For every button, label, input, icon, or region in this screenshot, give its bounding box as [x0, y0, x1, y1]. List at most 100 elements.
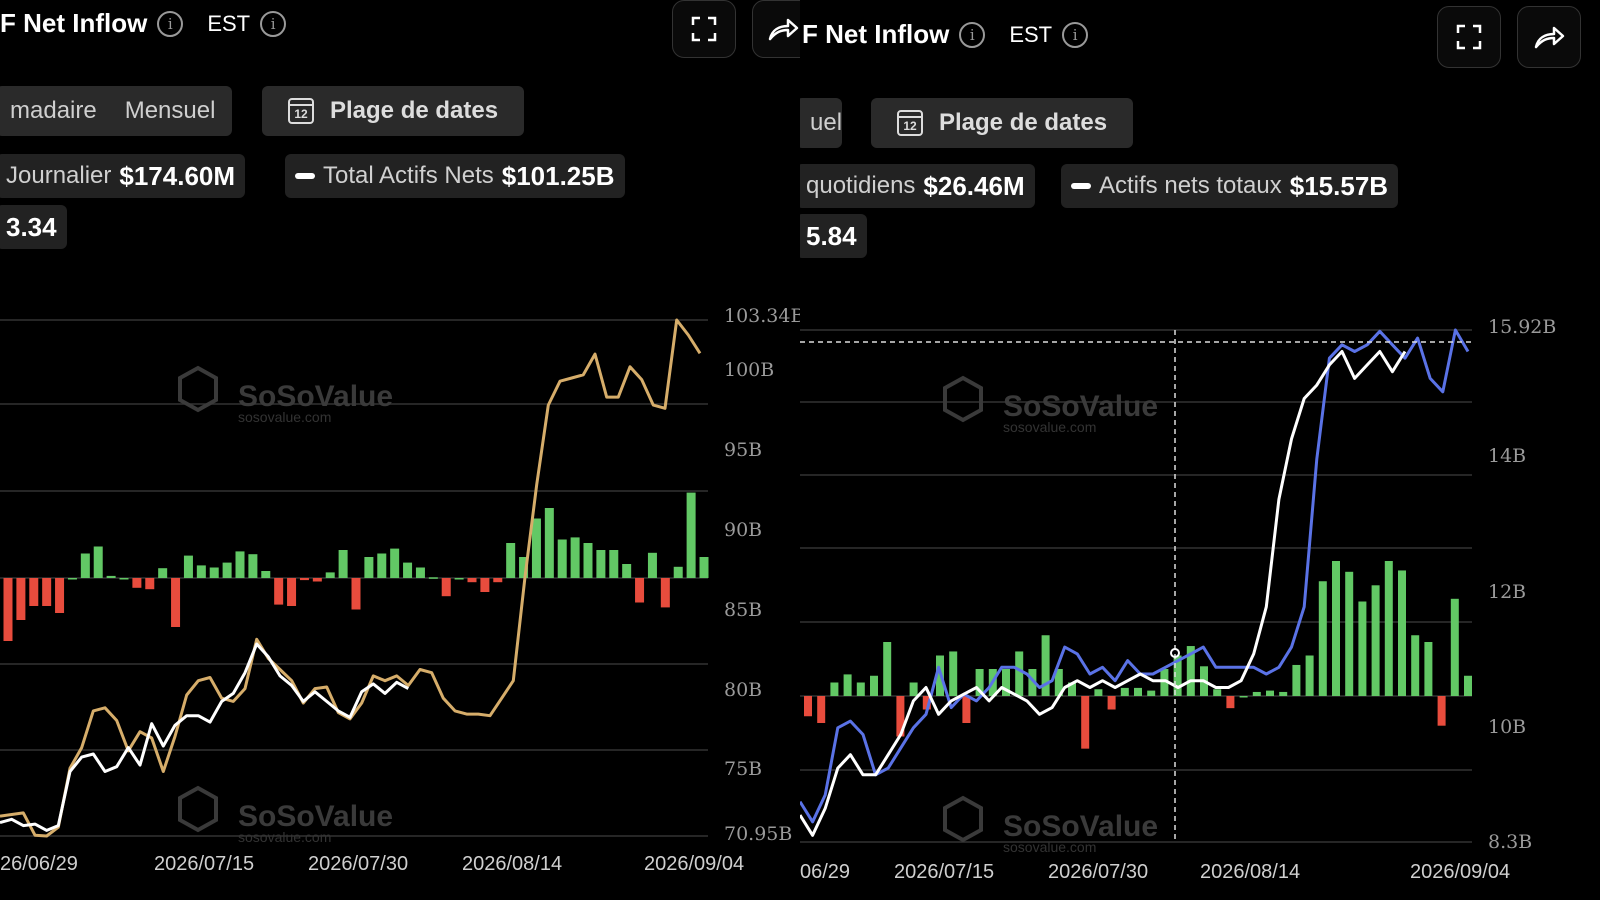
inflow-bar[interactable]	[519, 557, 529, 578]
inflow-bar[interactable]	[428, 577, 438, 579]
inflow-bar[interactable]	[1028, 669, 1037, 696]
outflow-bar[interactable]	[962, 696, 971, 723]
outflow-bar[interactable]	[299, 578, 309, 581]
inflow-bar[interactable]	[119, 578, 129, 580]
date-range-button[interactable]: 12 Plage de dates	[871, 98, 1134, 148]
inflow-bar[interactable]	[158, 568, 168, 578]
outflow-bar[interactable]	[817, 696, 826, 723]
inflow-bar[interactable]	[415, 567, 425, 579]
inflow-bar[interactable]	[1450, 598, 1459, 696]
inflow-bar[interactable]	[830, 682, 839, 697]
inflow-bar[interactable]	[1371, 585, 1380, 696]
inflow-bar[interactable]	[1411, 635, 1420, 696]
inflow-bar[interactable]	[870, 675, 878, 696]
inflow-bar[interactable]	[1147, 690, 1156, 696]
outflow-bar[interactable]	[1226, 696, 1235, 709]
inflow-bar[interactable]	[1332, 561, 1340, 696]
inflow-bar[interactable]	[1384, 561, 1393, 696]
inflow-bar[interactable]	[843, 674, 852, 696]
outflow-bar[interactable]	[287, 578, 297, 606]
outflow-bar[interactable]	[29, 578, 39, 606]
inflow-bar[interactable]	[609, 550, 619, 578]
outflow-bar[interactable]	[16, 578, 26, 620]
inflow-bar[interactable]	[183, 555, 193, 578]
total-assets-line[interactable]	[0, 318, 702, 838]
outflow-bar[interactable]	[922, 696, 931, 710]
inflow-bar[interactable]	[1041, 635, 1050, 696]
legend-daily[interactable]: quotidiens $26.46M	[800, 164, 1035, 208]
fullscreen-button[interactable]	[672, 0, 736, 58]
outflow-bar[interactable]	[42, 578, 52, 606]
legend-total-assets[interactable]: Actifs nets totaux $15.57B	[1061, 164, 1399, 208]
inflow-bar[interactable]	[1094, 689, 1103, 696]
inflow-bar[interactable]	[1120, 687, 1129, 696]
inflow-bar[interactable]	[596, 550, 606, 578]
inflow-bar[interactable]	[222, 562, 232, 578]
inflow-bar[interactable]	[699, 557, 709, 578]
inflow-bar[interactable]	[338, 550, 348, 578]
inflow-bar[interactable]	[80, 553, 90, 579]
outflow-bar[interactable]	[480, 578, 490, 592]
inflow-bar[interactable]	[883, 642, 892, 696]
inflow-bar[interactable]	[1054, 669, 1063, 696]
inflow-bar[interactable]	[856, 682, 865, 697]
outflow-bar[interactable]	[1437, 696, 1446, 726]
inflow-bar[interactable]	[1279, 691, 1288, 696]
inflow-bar[interactable]	[67, 578, 77, 580]
inflow-bar[interactable]	[1292, 664, 1301, 696]
inflow-bar[interactable]	[673, 566, 683, 578]
outflow-bar[interactable]	[351, 578, 361, 610]
inflow-bar[interactable]	[93, 546, 103, 579]
inflow-bar[interactable]	[377, 553, 387, 579]
inflow-bar[interactable]	[1464, 675, 1472, 696]
right-timezone[interactable]: EST	[1009, 21, 1053, 47]
inflow-bar[interactable]	[570, 537, 580, 578]
tab-hebdomadaire[interactable]: madaire	[10, 97, 97, 124]
inflow-bar[interactable]	[196, 565, 206, 578]
inflow-bar[interactable]	[325, 572, 335, 578]
inflow-bar[interactable]	[1213, 689, 1222, 696]
outflow-bar[interactable]	[467, 578, 477, 583]
outflow-bar[interactable]	[3, 578, 13, 641]
inflow-bar[interactable]	[1398, 570, 1406, 696]
outflow-bar[interactable]	[896, 696, 905, 737]
price-line[interactable]	[800, 350, 1407, 837]
tab-mensuel[interactable]: Mensuel	[124, 97, 216, 124]
outflow-bar[interactable]	[1107, 696, 1116, 710]
inflow-bar[interactable]	[403, 562, 413, 578]
info-icon[interactable]: i	[1062, 21, 1089, 48]
info-icon[interactable]: i	[959, 21, 986, 48]
outflow-bar[interactable]	[171, 578, 181, 627]
inflow-bar[interactable]	[1160, 669, 1169, 696]
inflow-bar[interactable]	[975, 669, 984, 696]
inflow-bar[interactable]	[1186, 646, 1195, 696]
inflow-bar[interactable]	[454, 578, 464, 580]
inflow-bar[interactable]	[1239, 696, 1248, 698]
date-range-button[interactable]: 12 Plage de dates	[262, 86, 525, 136]
share-button[interactable]	[752, 0, 800, 58]
outflow-bar[interactable]	[1081, 696, 1090, 749]
tab-mensuel[interactable]: uel	[810, 109, 843, 136]
share-button[interactable]	[1517, 6, 1581, 68]
inflow-bar[interactable]	[248, 554, 258, 578]
inflow-bar[interactable]	[1002, 669, 1010, 696]
outflow-bar[interactable]	[660, 578, 670, 608]
inflow-bar[interactable]	[909, 682, 918, 697]
inflow-bar[interactable]	[1424, 642, 1433, 696]
outflow-bar[interactable]	[804, 696, 812, 717]
left-timezone[interactable]: EST	[207, 10, 251, 36]
inflow-bar[interactable]	[544, 508, 554, 578]
inflow-bar[interactable]	[1134, 687, 1142, 696]
outflow-bar[interactable]	[55, 578, 65, 613]
info-icon[interactable]: i	[260, 10, 287, 37]
inflow-bar[interactable]	[209, 567, 219, 579]
inflow-bar[interactable]	[390, 548, 400, 578]
inflow-bar[interactable]	[1068, 682, 1076, 697]
inflow-bar[interactable]	[686, 492, 696, 578]
inflow-bar[interactable]	[949, 651, 958, 696]
total-assets-line[interactable]	[800, 328, 1470, 824]
inflow-bar[interactable]	[506, 543, 516, 578]
price-line[interactable]	[0, 642, 410, 832]
outflow-bar[interactable]	[274, 578, 284, 605]
inflow-bar[interactable]	[531, 518, 541, 579]
